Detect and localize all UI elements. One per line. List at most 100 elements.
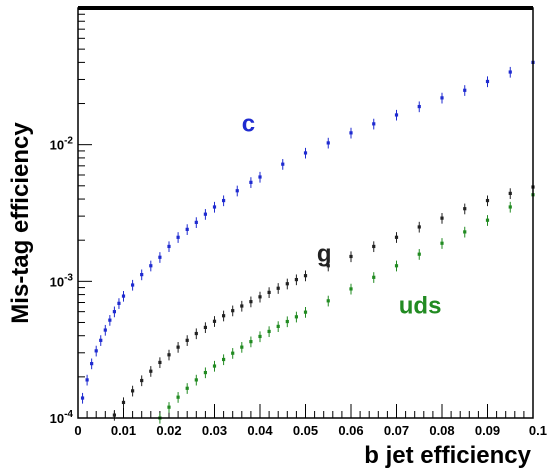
y-tick-label: 10-2	[50, 136, 74, 153]
data-point	[222, 314, 226, 318]
data-point	[508, 70, 512, 74]
data-point	[285, 319, 289, 324]
data-point	[267, 290, 271, 294]
data-point	[240, 345, 244, 349]
data-point	[176, 345, 180, 349]
data-point	[103, 328, 107, 332]
data-point	[185, 338, 189, 342]
data-point	[372, 244, 376, 249]
x-tick-label: 0.05	[293, 423, 318, 438]
x-tick-label: 0.09	[475, 423, 500, 438]
data-point	[258, 175, 262, 179]
data-point	[508, 205, 512, 209]
data-point	[108, 318, 112, 322]
data-point	[112, 413, 116, 417]
series-c	[80, 57, 535, 404]
data-point	[463, 207, 467, 211]
data-point	[303, 310, 308, 314]
data-point	[294, 277, 298, 282]
data-point	[203, 212, 207, 216]
x-tick-label: 0.1	[529, 423, 547, 438]
data-point	[185, 386, 189, 390]
y-tick-label: 10-3	[50, 272, 74, 289]
y-tick-base: 10	[50, 138, 64, 153]
data-point	[212, 319, 217, 323]
data-point	[285, 282, 289, 286]
data-point	[231, 351, 235, 355]
series-uds	[158, 189, 535, 424]
data-point	[303, 151, 308, 155]
x-tick-label: 0.07	[384, 423, 409, 438]
data-point	[149, 264, 153, 268]
data-point	[194, 378, 198, 382]
x-tick-label: 0.02	[156, 423, 181, 438]
data-point	[185, 227, 189, 231]
y-tick-base: 10	[50, 274, 64, 289]
y-tick-exponent: -4	[64, 409, 73, 420]
y-tick-exponent: -3	[64, 272, 73, 283]
data-point	[485, 198, 490, 203]
data-point	[440, 96, 444, 100]
x-tick-label: 0.01	[111, 423, 136, 438]
data-point	[194, 331, 198, 336]
data-point	[94, 349, 98, 353]
data-point	[121, 400, 126, 405]
data-point	[167, 244, 171, 249]
data-point	[167, 353, 171, 357]
data-point	[417, 225, 421, 229]
series-labels: c g uds	[242, 110, 442, 319]
data-point	[158, 360, 162, 365]
data-point	[240, 304, 244, 308]
data-point	[303, 274, 308, 278]
data-point	[117, 301, 121, 305]
data-point	[417, 104, 421, 109]
data-point	[508, 191, 512, 195]
data-point	[212, 205, 217, 209]
data-point	[281, 162, 285, 166]
data-point	[249, 340, 253, 344]
data-point	[267, 329, 271, 334]
series-layer	[80, 57, 535, 424]
series-label-c: c	[242, 110, 255, 137]
data-point	[99, 338, 103, 342]
data-point	[485, 218, 490, 222]
data-point	[463, 88, 467, 92]
data-point	[140, 273, 144, 277]
data-point	[140, 378, 144, 383]
data-point	[85, 378, 89, 382]
data-point	[394, 264, 399, 268]
data-point	[276, 286, 280, 290]
data-point	[349, 254, 353, 259]
data-point	[258, 334, 262, 339]
y-tick-base: 10	[50, 411, 64, 426]
x-axis-tick-labels: 0 0.01 0.02 0.03 0.04 0.05 0.06 0.07 0.08 0.09 0.1	[74, 423, 547, 438]
data-point	[372, 275, 376, 279]
data-point	[90, 362, 94, 366]
data-point	[276, 324, 280, 328]
data-point	[194, 220, 198, 224]
data-point	[394, 113, 399, 117]
data-point	[231, 309, 235, 313]
x-axis-title: b jet efficiency	[364, 442, 531, 469]
data-point	[417, 252, 421, 256]
y-tick-exponent: -2	[64, 136, 73, 147]
data-point	[394, 235, 399, 239]
data-point	[440, 216, 444, 220]
y-tick-label: 10-4	[50, 409, 74, 426]
data-point	[131, 283, 135, 287]
data-point	[212, 364, 217, 368]
x-tick-label: 0	[74, 423, 81, 438]
x-tick-label: 0.04	[247, 423, 273, 438]
data-point	[372, 122, 376, 126]
data-point	[203, 325, 207, 330]
series-label-g: g	[317, 240, 332, 267]
x-tick-label: 0.06	[338, 423, 363, 438]
data-point	[440, 241, 444, 245]
data-point	[176, 395, 180, 399]
y-axis-title: Mis-tag efficiency	[7, 122, 34, 324]
data-point	[326, 141, 330, 145]
data-point	[131, 389, 135, 393]
data-point	[294, 315, 298, 319]
series-label-uds: uds	[399, 293, 442, 320]
